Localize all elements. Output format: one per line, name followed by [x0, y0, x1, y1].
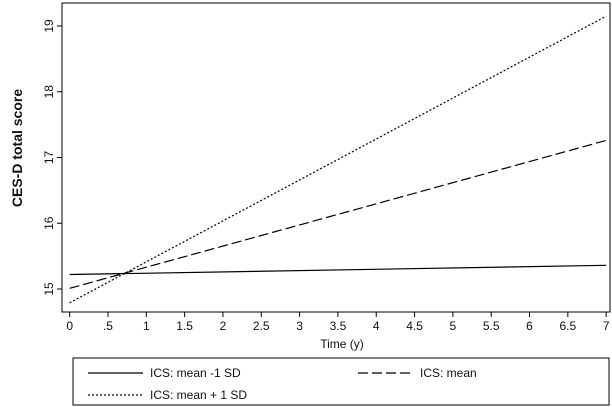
x-tick-label: 2: [220, 319, 227, 333]
legend-label-2: ICS: mean: [420, 366, 477, 380]
x-tick-label: 1: [143, 319, 150, 333]
x-tick-label: 3: [296, 319, 303, 333]
x-tick-label: 6: [526, 319, 533, 333]
x-tick-label: .5: [103, 319, 113, 333]
y-tick-label: 16: [42, 216, 56, 230]
y-tick-label: 15: [42, 282, 56, 296]
x-tick-label: 0: [66, 319, 73, 333]
plot-frame: [61, 2, 611, 313]
x-tick-label: 5.5: [483, 319, 500, 333]
y-tick-label: 17: [42, 151, 56, 165]
series-line-1: [69, 264, 607, 276]
x-axis: 0 .5 1 1.5 2 2.5 3 3.5 4 4.5 5 5.5 6 6.5 7: [66, 312, 610, 333]
x-axis-title: Time (y): [320, 337, 364, 351]
series-line-2: [69, 139, 607, 289]
y-axis: 15 16 17 18 19: [42, 19, 62, 296]
x-tick-label: 4: [373, 319, 380, 333]
x-tick-label: 7: [603, 319, 610, 333]
x-tick-label: 1.5: [176, 319, 193, 333]
x-tick-label: 5: [450, 319, 457, 333]
legend-box: [72, 357, 610, 406]
legend-label-3: ICS: mean + 1 SD: [150, 388, 247, 402]
legend: ICS: mean -1 SD ICS: mean ICS: mean + 1 SD: [72, 357, 610, 406]
x-tick-label: 2.5: [253, 319, 270, 333]
x-tick-label: 3.5: [330, 319, 347, 333]
y-tick-label: 19: [42, 19, 56, 33]
legend-label-1: ICS: mean -1 SD: [150, 366, 241, 380]
x-tick-label: 6.5: [560, 319, 577, 333]
y-axis-title: CES-D total score: [9, 89, 25, 207]
series-line-3: [69, 15, 607, 304]
series-layer: [69, 15, 607, 304]
y-tick-label: 18: [42, 85, 56, 99]
x-tick-label: 4.5: [406, 319, 423, 333]
